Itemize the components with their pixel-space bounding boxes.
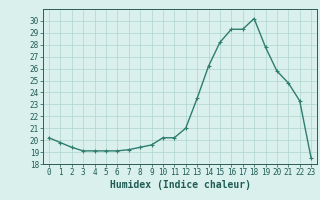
X-axis label: Humidex (Indice chaleur): Humidex (Indice chaleur) [109,180,251,190]
